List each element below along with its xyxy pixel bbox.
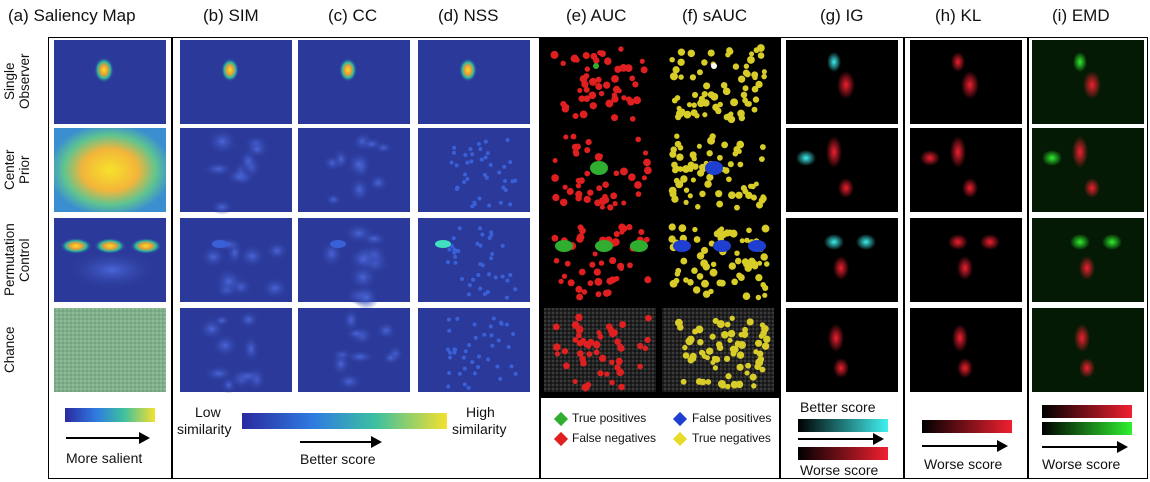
- group-auc-legend: [540, 397, 780, 479]
- group-kl: [904, 37, 1028, 479]
- similarity-colorbar: [242, 413, 447, 429]
- header-kl: (h) KL: [935, 6, 982, 25]
- group-distribution-metrics: [172, 37, 540, 479]
- auc-metric-cells: [544, 40, 774, 392]
- legend-low: Low: [195, 404, 221, 420]
- legend-better-score: Better score: [300, 451, 376, 467]
- ig-worse-colorbar: [798, 447, 888, 460]
- header-sauc: (f) sAUC: [682, 6, 748, 25]
- arrow-ig: [798, 433, 884, 445]
- legend-true-negatives: True negatives: [692, 431, 771, 445]
- arrow-better-score: [300, 436, 382, 448]
- header-cc: (c) CC: [328, 6, 378, 25]
- legend-high: High: [466, 404, 495, 420]
- header-nss: (d) NSS: [438, 6, 499, 25]
- distribution-metric-cells: [180, 40, 530, 394]
- legend-more-salient: More salient: [66, 450, 143, 466]
- legend-false-negatives: False negatives: [572, 431, 657, 445]
- group-emd: [1028, 37, 1148, 479]
- group-saliency-map: [48, 37, 172, 479]
- legend-true-positives: True positives: [572, 411, 647, 425]
- probabilistic-metric-cells: [786, 40, 1144, 392]
- legend-ig-better: Better score: [800, 399, 876, 415]
- header-sim: (b) SIM: [203, 6, 259, 25]
- legend-false-positives: False positives: [692, 411, 772, 425]
- arrow-more-salient: [66, 432, 150, 444]
- arrow-kl: [922, 440, 1008, 452]
- legend-kl-worse: Worse score: [924, 456, 1003, 472]
- group-ig: [780, 37, 904, 479]
- legend-ig-worse: Worse score: [800, 462, 879, 478]
- header-saliency-map: (a) Saliency Map: [8, 6, 136, 25]
- header-ig: (g) IG: [820, 6, 864, 25]
- emd-red-colorbar: [1042, 405, 1132, 418]
- legend-high-similarity: similarity: [452, 421, 507, 437]
- emd-green-colorbar: [1042, 422, 1132, 435]
- header-emd: (i) EMD: [1052, 6, 1110, 25]
- header-auc: (e) AUC: [566, 6, 627, 25]
- legend-low-similarity: similarity: [177, 421, 232, 437]
- saliency-map-column: [54, 40, 166, 392]
- legend-emd-worse: Worse score: [1042, 456, 1121, 472]
- kl-worse-colorbar: [922, 420, 1012, 433]
- saliency-colorbar: [65, 408, 155, 422]
- arrow-emd: [1042, 441, 1128, 453]
- ig-better-colorbar: [798, 419, 888, 432]
